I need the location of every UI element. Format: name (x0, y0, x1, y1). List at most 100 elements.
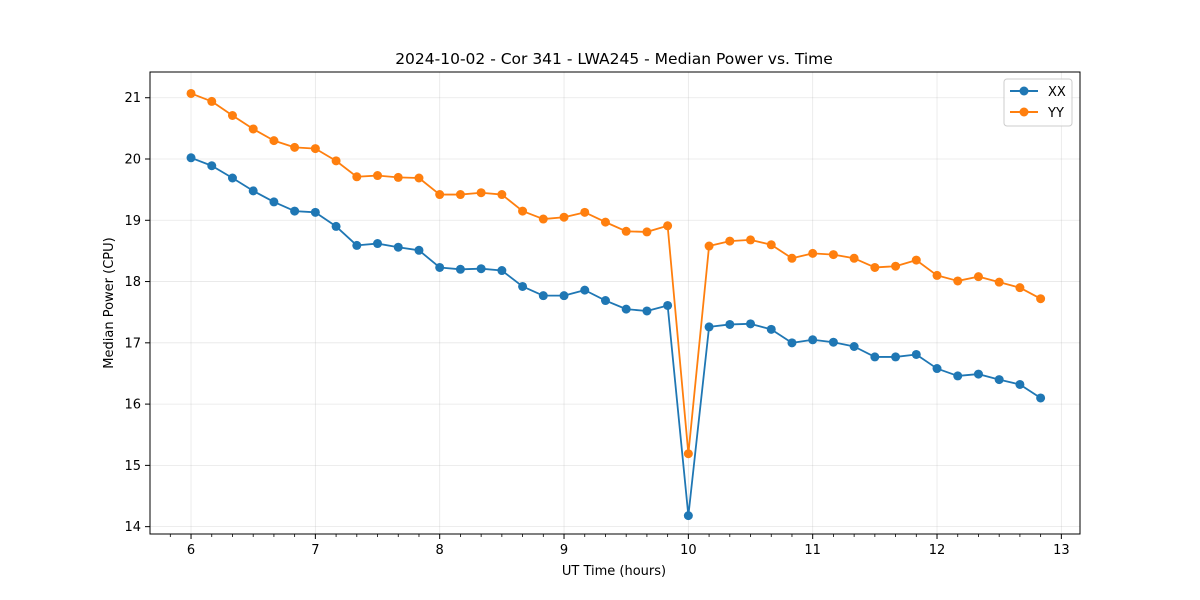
data-point-xx (683, 511, 693, 521)
data-point-yy (1036, 294, 1046, 304)
data-point-yy (828, 250, 838, 260)
x-tick-label: 10 (680, 543, 697, 558)
data-point-yy (600, 217, 610, 227)
axis-ticks: 6 7 8 9 10 11 12 13 14 15 16 17 18 19 20 21 (124, 91, 1069, 558)
data-point-xx (455, 264, 465, 274)
data-point-xx (435, 262, 445, 272)
series-xx (186, 153, 1046, 521)
x-tick-label: 11 (804, 543, 821, 558)
data-point-xx (621, 304, 631, 314)
data-point-yy (642, 227, 652, 237)
data-point-yy (248, 124, 258, 134)
y-tick-label: 19 (124, 214, 141, 229)
data-point-xx (497, 266, 507, 276)
data-point-yy (373, 171, 383, 181)
data-point-yy (538, 214, 548, 224)
data-point-xx (808, 335, 818, 345)
data-point-xx (994, 375, 1004, 385)
data-point-xx (310, 207, 320, 217)
y-tick-label: 21 (124, 91, 141, 106)
data-point-xx (891, 352, 901, 362)
data-point-xx (704, 322, 714, 332)
data-point-xx (269, 197, 279, 207)
data-point-xx (207, 161, 217, 171)
data-point-yy (953, 276, 963, 286)
y-axis-label: Median Power (CPU) (102, 237, 117, 368)
data-point-xx (559, 291, 569, 301)
data-point-xx (828, 337, 838, 347)
y-tick-label: 18 (124, 275, 141, 290)
x-tick-label: 12 (929, 543, 946, 558)
data-point-yy (808, 248, 818, 258)
x-tick-label: 13 (1053, 543, 1070, 558)
data-point-yy (393, 172, 403, 182)
data-point-xx (186, 153, 196, 163)
data-point-yy (683, 449, 693, 459)
data-point-xx (766, 324, 776, 334)
data-point-xx (373, 239, 383, 249)
data-point-xx (870, 352, 880, 362)
data-point-yy (725, 236, 735, 246)
data-point-yy (746, 235, 756, 245)
data-point-xx (290, 206, 300, 216)
data-point-xx (518, 281, 528, 291)
x-tick-label: 7 (311, 543, 319, 558)
chart-title: 2024-10-02 - Cor 341 - LWA245 - Median P… (395, 50, 833, 68)
x-tick-label: 8 (436, 543, 444, 558)
data-point-xx (600, 296, 610, 306)
data-point-yy (766, 240, 776, 250)
y-tick-label: 15 (124, 459, 141, 474)
data-point-xx (352, 240, 362, 250)
data-point-xx (663, 300, 673, 310)
y-tick-label: 16 (124, 398, 141, 413)
data-point-yy (352, 172, 362, 182)
data-point-xx (746, 319, 756, 329)
data-point-yy (932, 270, 942, 280)
data-point-yy (994, 277, 1004, 287)
x-tick-label: 9 (560, 543, 568, 558)
legend-marker-xx (1019, 86, 1029, 96)
data-point-yy (787, 253, 797, 263)
data-point-xx (725, 319, 735, 329)
data-point-xx (1015, 379, 1025, 389)
data-point-yy (891, 261, 901, 271)
data-point-xx (932, 364, 942, 374)
data-point-yy (559, 212, 569, 222)
x-axis-label: UT Time (hours) (562, 564, 666, 579)
data-point-xx (1036, 393, 1046, 403)
data-point-yy (870, 262, 880, 272)
legend-label-xx: XX (1048, 85, 1066, 100)
y-tick-label: 17 (124, 336, 141, 351)
data-point-yy (455, 190, 465, 200)
data-point-xx (227, 173, 237, 183)
plot-frame (149, 71, 1081, 535)
data-point-yy (331, 156, 341, 166)
data-point-yy (973, 272, 983, 282)
data-point-yy (186, 88, 196, 98)
data-point-xx (787, 338, 797, 348)
data-point-yy (476, 188, 486, 198)
grid (150, 72, 1080, 534)
data-point-yy (911, 255, 921, 265)
data-point-yy (227, 111, 237, 120)
data-point-yy (621, 226, 631, 236)
x-tick-label: 6 (187, 543, 195, 558)
y-tick-label: 20 (124, 153, 141, 168)
series-yy (186, 88, 1046, 459)
data-point-xx (331, 221, 341, 231)
data-point-xx (849, 342, 859, 351)
y-tick-label: 14 (124, 520, 141, 535)
data-point-yy (290, 142, 300, 152)
data-point-yy (497, 190, 507, 200)
data-point-xx (642, 306, 652, 316)
data-point-yy (207, 96, 217, 106)
legend-marker-yy (1019, 107, 1029, 117)
data-point-xx (476, 264, 486, 274)
data-point-yy (849, 253, 859, 263)
data-point-yy (580, 207, 590, 217)
data-point-yy (310, 144, 320, 154)
data-point-xx (911, 349, 921, 359)
data-point-yy (663, 221, 673, 231)
data-point-yy (269, 136, 279, 146)
